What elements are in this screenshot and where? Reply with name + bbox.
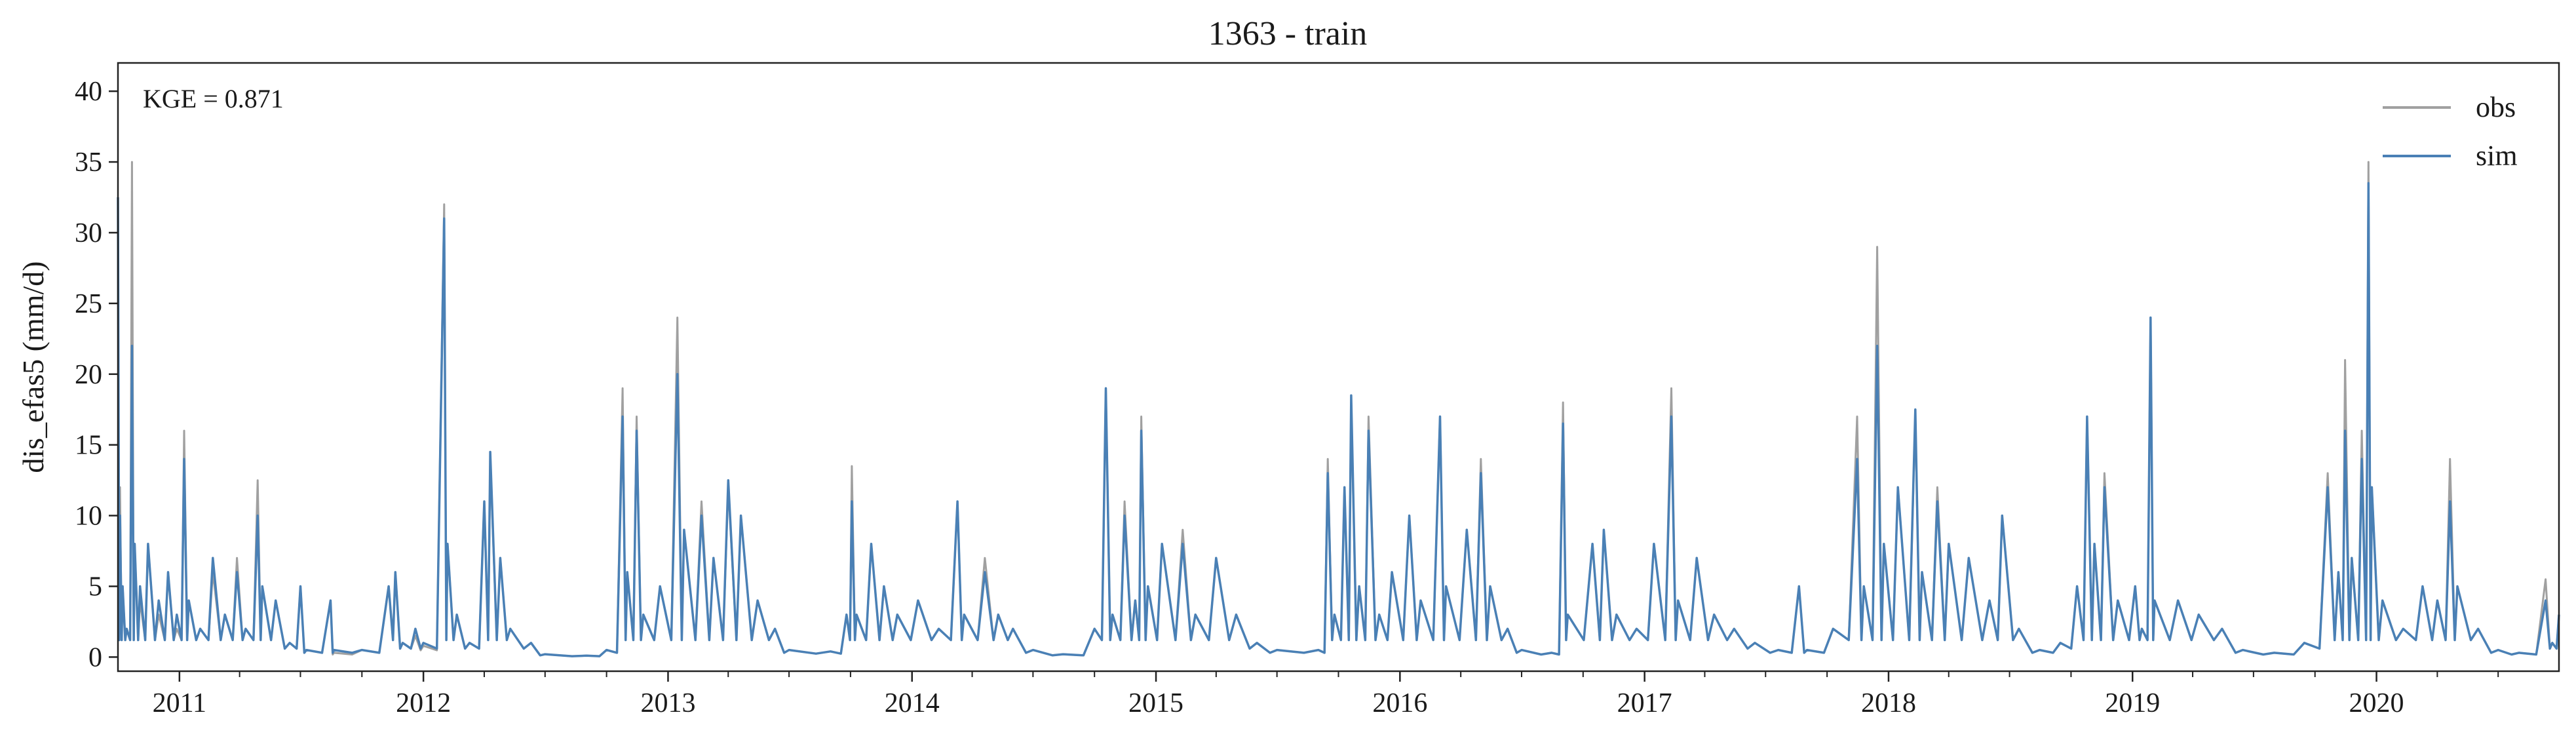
x-tick-label: 2012: [396, 688, 451, 718]
x-tick-label: 2019: [2105, 688, 2160, 718]
y-tick-label: 40: [75, 77, 102, 107]
legend-obs-label: obs: [2476, 91, 2516, 123]
y-tick-label: 5: [88, 572, 102, 602]
series-line-obs: [117, 161, 2560, 657]
series-layer: [117, 161, 2560, 657]
x-tick-label: 2015: [1128, 688, 1183, 718]
x-tick-label: 2013: [640, 688, 695, 718]
x-tick-label: 2017: [1617, 688, 1672, 718]
x-tick-label: 2014: [885, 688, 940, 718]
y-tick-label: 0: [88, 642, 102, 673]
y-axis: 0 5 10 15 20 25 30 35 40: [75, 77, 118, 673]
series-line-sim: [117, 182, 2560, 657]
x-tick-label: 2020: [2349, 688, 2404, 718]
legend-sim-label: sim: [2476, 140, 2518, 172]
y-tick-label: 10: [75, 501, 102, 532]
x-tick-label: 2018: [1861, 688, 1916, 718]
y-axis-label: dis_efas5 (mm/d): [16, 261, 50, 473]
x-tick-label: 2016: [1372, 688, 1427, 718]
y-tick-label: 35: [75, 147, 102, 178]
x-tick-label: 2011: [153, 688, 206, 718]
chart-title: 1363 - train: [1208, 15, 1368, 52]
y-tick-label: 20: [75, 360, 102, 390]
y-tick-label: 30: [75, 218, 102, 248]
y-tick-label: 25: [75, 289, 102, 319]
y-tick-label: 15: [75, 431, 102, 461]
legend: obs sim: [2383, 91, 2518, 172]
x-axis: 2011 2012 2013 2014 2015 2016 2017 2018 2019 2020: [153, 671, 2499, 718]
plot-frame: [117, 62, 2560, 673]
kge-annotation: KGE = 0.871: [143, 84, 284, 113]
